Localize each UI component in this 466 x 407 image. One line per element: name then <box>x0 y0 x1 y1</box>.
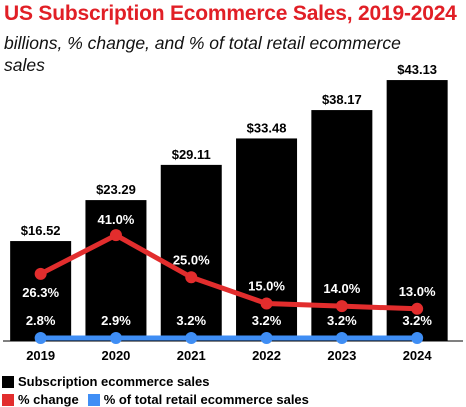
bar-value-label-2020: $23.29 <box>96 182 136 197</box>
change-label-2020: 41.0% <box>98 212 135 227</box>
x-tick-2024: 2024 <box>403 348 433 363</box>
bar-2019 <box>10 241 72 341</box>
legend-item-sales: Subscription ecommerce sales <box>2 374 209 389</box>
share-label-2022: 3.2% <box>252 313 282 328</box>
bar-2021 <box>160 164 222 341</box>
change-line <box>38 232 420 312</box>
share-point-2024 <box>411 332 424 344</box>
share-label-2019: 2.8% <box>26 313 56 328</box>
share-line-layer <box>34 332 424 344</box>
share-point-2022 <box>260 332 273 344</box>
legend-label-sales: Subscription ecommerce sales <box>18 374 210 389</box>
change-point-2019 <box>34 267 47 280</box>
legend-row-1: Subscription ecommerce sales <box>2 374 218 389</box>
bar-value-label-2021: $29.11 <box>172 147 211 162</box>
share-label-2021: 3.2% <box>176 313 206 328</box>
bar-value-label-2023: $38.17 <box>322 92 362 107</box>
legend-label-change: % change <box>18 392 79 407</box>
change-label-2021: 25.0% <box>173 252 210 267</box>
bar-value-label-2019: $16.52 <box>21 223 61 238</box>
change-point-2021 <box>185 271 198 284</box>
share-label-2020: 2.9% <box>101 313 131 328</box>
change-point-2020 <box>109 229 122 242</box>
share-label-2023: 3.2% <box>327 313 357 328</box>
share-point-2020 <box>109 332 122 344</box>
share-point-2023 <box>335 332 348 344</box>
change-label-2024: 13.0% <box>399 284 436 299</box>
x-tick-2019: 2019 <box>26 348 55 363</box>
bar-2020 <box>85 200 147 341</box>
bar-2022 <box>236 138 298 341</box>
share-label-2024: 3.2% <box>402 313 432 328</box>
legend-swatch-change <box>2 393 14 406</box>
legend-item-change: % change <box>2 392 79 407</box>
share-point-2019 <box>34 332 47 344</box>
chart-subtitle: billions, % change, and % of total retai… <box>4 33 401 75</box>
labels-layer: $16.52 $23.29 $29.11 $33.48 $38.17 $43.13 26.3… <box>21 62 437 328</box>
change-point-2022 <box>260 297 273 310</box>
legend-label-share: % of total retail ecommerce sales <box>103 392 309 407</box>
bars-layer <box>10 80 448 341</box>
change-label-2019: 26.3% <box>22 285 59 300</box>
change-label-2023: 14.0% <box>323 281 360 296</box>
legend-item-share: % of total retail ecommerce sales <box>87 392 309 407</box>
x-tick-2020: 2020 <box>101 348 130 363</box>
change-line-layer <box>34 229 424 315</box>
bar-2024 <box>386 80 448 341</box>
change-point-2024 <box>411 302 424 315</box>
x-tick-2023: 2023 <box>327 348 356 363</box>
bar-value-label-2022: $33.48 <box>247 120 287 135</box>
x-tick-2022: 2022 <box>252 348 281 363</box>
legend-swatch-share <box>87 393 100 406</box>
bar-value-label-2024: $43.13 <box>397 62 437 77</box>
change-label-2022: 15.0% <box>248 279 285 294</box>
legend-swatch-sales <box>2 375 14 388</box>
x-tick-2021: 2021 <box>177 348 206 363</box>
x-tick-labels: 2019 2020 2021 2022 2023 2024 <box>26 348 432 363</box>
legend-row-2: % change % of total retail ecommerce sal… <box>2 392 318 407</box>
change-point-2023 <box>335 300 348 313</box>
share-point-2021 <box>185 332 198 344</box>
chart-title: US Subscription Ecommerce Sales, 2019-20… <box>4 2 457 25</box>
